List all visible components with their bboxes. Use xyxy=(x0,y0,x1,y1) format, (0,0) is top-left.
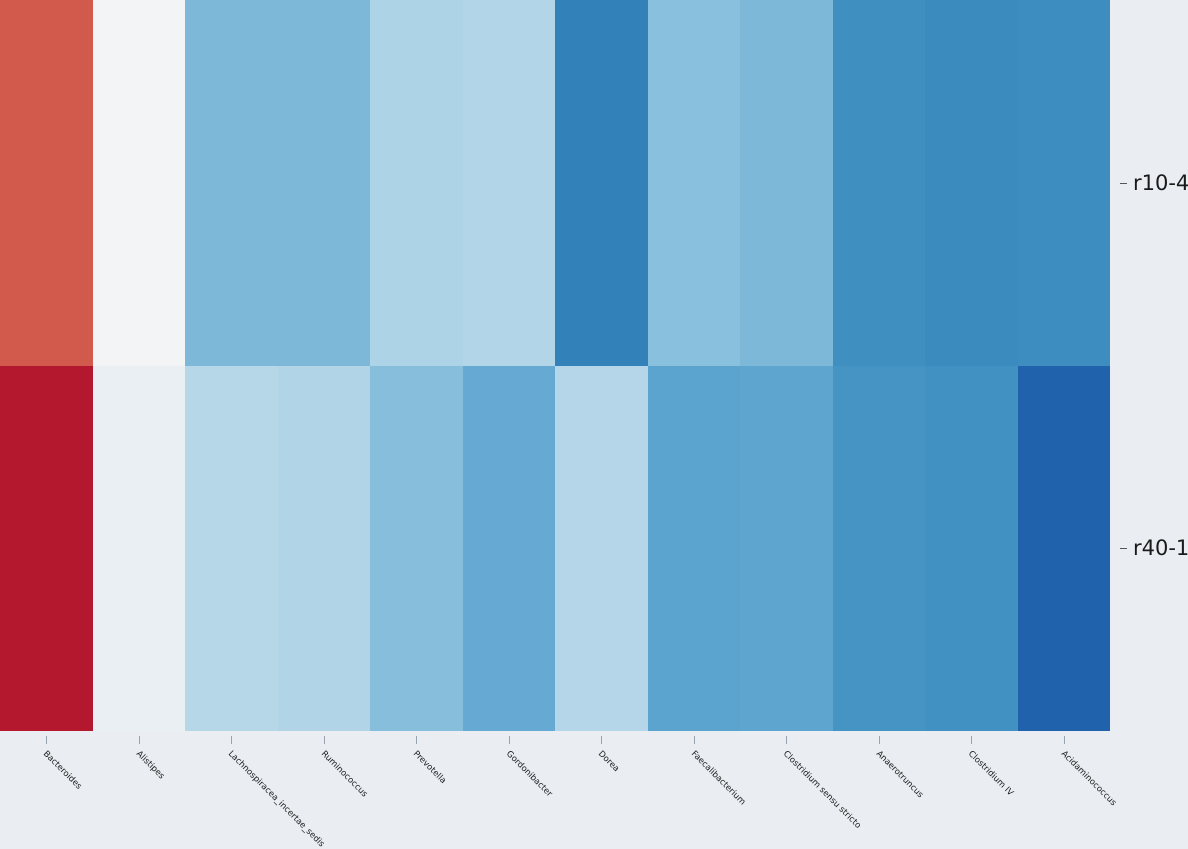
heatmap-cell xyxy=(0,0,93,366)
x-tick-mark xyxy=(509,736,510,744)
x-axis-label: Bacteroides xyxy=(40,749,84,792)
x-axis-label: Clostridium IV xyxy=(965,749,1016,799)
x-tick-mark xyxy=(1064,736,1065,744)
heatmap-cell xyxy=(185,366,278,731)
x-axis-label: Alistipes xyxy=(133,749,167,782)
x-axis-label: Clostridium sensu stricto xyxy=(780,749,863,831)
heatmap-cell xyxy=(277,366,370,731)
heatmap-cell xyxy=(370,366,463,731)
x-tick-mark xyxy=(324,736,325,744)
heatmap-cell xyxy=(925,366,1018,731)
heatmap-cell xyxy=(185,0,278,366)
heatmap-cell xyxy=(925,0,1018,366)
heatmap-cell xyxy=(92,0,185,366)
heatmap-row-r10-40 xyxy=(0,0,1110,366)
x-axis-label: Prevotella xyxy=(410,749,448,786)
x-tick-mark xyxy=(786,736,787,744)
x-axis-label: Acidaminococcus xyxy=(1058,749,1119,809)
heatmap-cell xyxy=(740,0,833,366)
heatmap-cell xyxy=(462,0,555,366)
heatmap-plot-area xyxy=(0,0,1110,731)
x-tick-mark xyxy=(231,736,232,744)
y-axis-label: r10-40 xyxy=(1133,171,1188,195)
x-axis-label: Ruminococcus xyxy=(318,749,370,800)
x-axis-label: Lachnospiracea_incertae_sedis xyxy=(225,749,327,849)
heatmap-cell xyxy=(555,0,648,366)
y-axis-label: r40-10 xyxy=(1133,536,1188,560)
x-axis-label: Gordonibacter xyxy=(503,749,555,800)
heatmap-cell xyxy=(1017,366,1110,731)
heatmap-cell xyxy=(92,366,185,731)
x-tick-mark xyxy=(879,736,880,744)
heatmap-cell xyxy=(832,0,925,366)
heatmap-row-r40-10 xyxy=(0,366,1110,731)
heatmap-cell xyxy=(462,366,555,731)
x-tick-mark xyxy=(416,736,417,744)
heatmap-cell xyxy=(740,366,833,731)
x-axis-label: Anaerotruncus xyxy=(873,749,926,801)
heatmap-cell xyxy=(647,366,740,731)
x-tick-mark xyxy=(601,736,602,744)
x-axis-label: Dorea xyxy=(595,749,622,775)
x-tick-mark xyxy=(139,736,140,744)
heatmap-cell xyxy=(277,0,370,366)
x-tick-mark xyxy=(971,736,972,744)
heatmap-cell xyxy=(832,366,925,731)
x-axis-label: Faecalibacterium xyxy=(688,749,748,808)
heatmap-cell xyxy=(1017,0,1110,366)
heatmap-cell xyxy=(647,0,740,366)
y-axis: r10-40 r40-10 xyxy=(1110,0,1188,731)
y-tick-mark xyxy=(1120,182,1127,184)
y-tick-mark xyxy=(1120,547,1127,549)
heatmap-cell xyxy=(370,0,463,366)
x-tick-mark xyxy=(694,736,695,744)
x-tick-mark xyxy=(46,736,47,744)
heatmap-cell xyxy=(555,366,648,731)
heatmap-cell xyxy=(0,366,93,731)
x-axis: Bacteroides Alistipes Lachnospiracea_incer… xyxy=(0,731,1118,849)
